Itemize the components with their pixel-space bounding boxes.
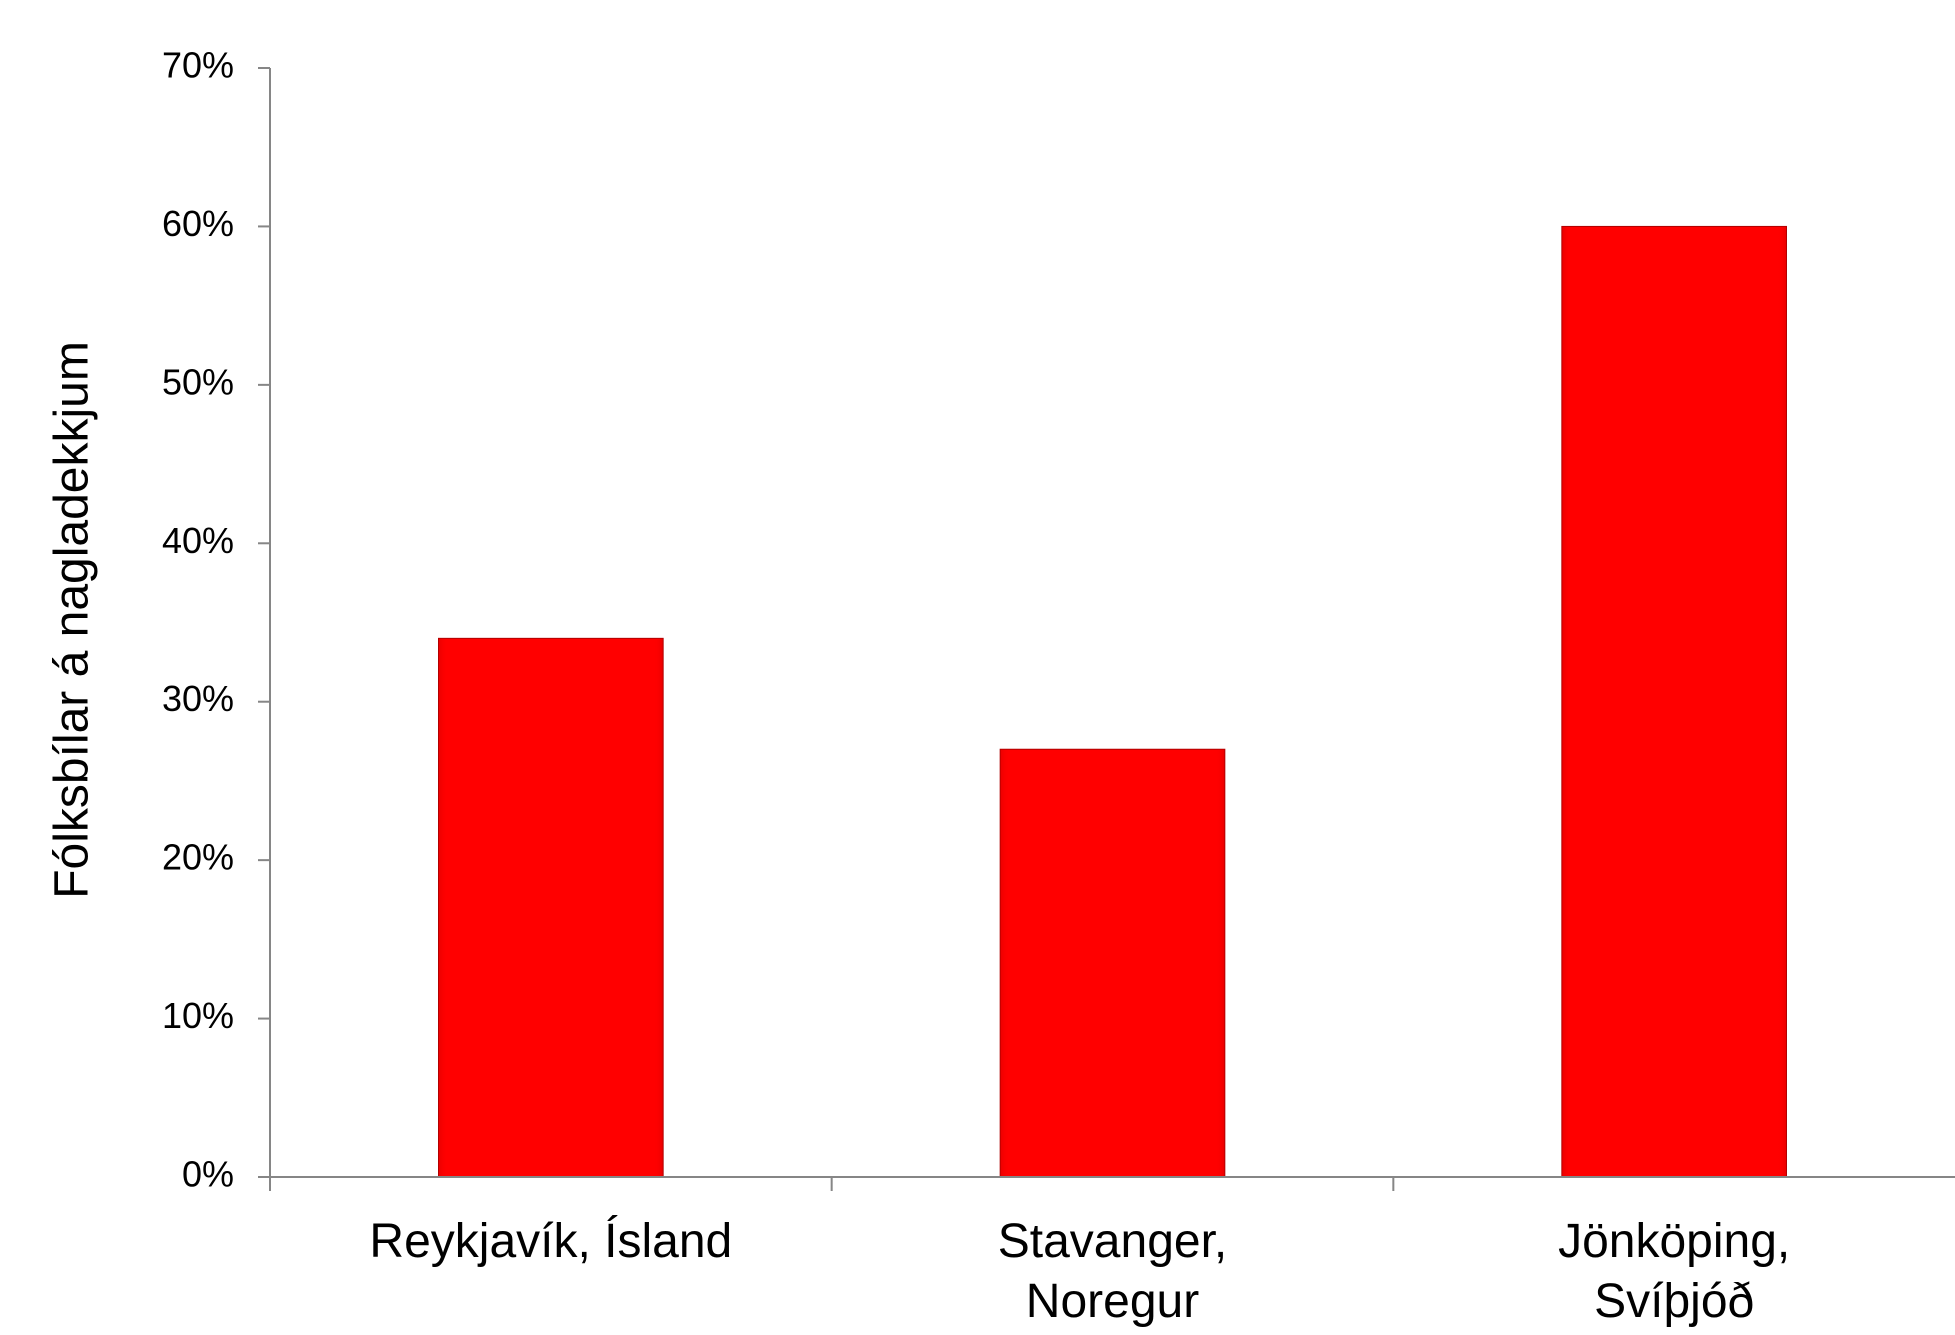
bars (438, 225, 1788, 1178)
y-tick-label: 50% (162, 361, 234, 402)
x-axis-labels: Reykjavík, Ísland Stavanger, Noregur Jönköp… (369, 1215, 1790, 1328)
y-tick-label: 70% (162, 45, 234, 86)
y-tick-label: 0% (182, 1154, 234, 1195)
bar (1561, 225, 1788, 1178)
y-tick-label: 20% (162, 837, 234, 878)
x-tick-label: Reykjavík, Ísland (369, 1215, 732, 1268)
x-tick-label: Stavanger, (998, 1215, 1228, 1268)
x-tick-label: Noregur (1026, 1275, 1199, 1328)
y-tick-label: 30% (162, 678, 234, 719)
x-tick-label: Svíþjóð (1594, 1275, 1754, 1328)
y-axis-ticks: 0% 10% 20% 30% 40% 50% 60% 70% (162, 45, 270, 1195)
y-tick-label: 40% (162, 520, 234, 561)
bar (999, 748, 1226, 1178)
y-axis-title: Fólksbílar á nagladekkjum (46, 341, 99, 899)
y-tick-label: 10% (162, 995, 234, 1036)
x-tick-label: Jönköping, (1558, 1215, 1790, 1268)
x-axis-ticks (830, 1177, 1395, 1191)
y-tick-label: 60% (162, 203, 234, 244)
bar (438, 637, 664, 1178)
